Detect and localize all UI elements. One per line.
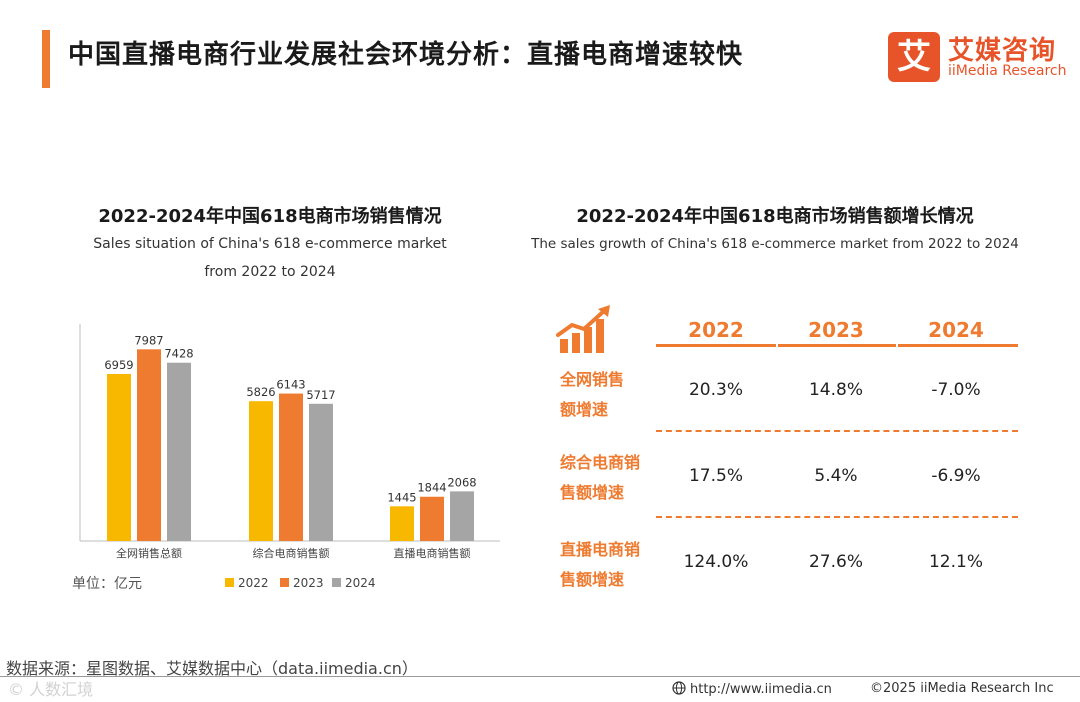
- table-cell: 124.0%: [683, 552, 749, 572]
- iimedia-logo[interactable]: 艾 艾媒咨询 iiMedia Research: [888, 32, 1068, 84]
- row-label-line: 额增速: [560, 400, 609, 419]
- right-table-title: 2022-2024年中国618电商市场销售额增长情况: [576, 206, 974, 227]
- data-label: 6143: [276, 378, 305, 392]
- year-header-2024: 2024: [928, 318, 984, 342]
- row-label-line: 售额增速: [560, 570, 625, 589]
- table-cell: 20.3%: [688, 380, 743, 400]
- legend-label-2024: 2024: [345, 576, 376, 590]
- bar-2023-1: [279, 393, 303, 541]
- page-title: 中国直播电商行业发展社会环境分析：直播电商增速较快: [68, 40, 744, 70]
- table-cell: 14.8%: [808, 380, 863, 400]
- row-label-line: 直播电商销: [560, 540, 641, 559]
- data-label: 5826: [246, 385, 275, 399]
- bar-2022-1: [249, 401, 273, 541]
- data-label: 2068: [447, 475, 476, 489]
- header-underline: [898, 344, 1018, 347]
- row-label-livestream-growth: 直播电商销 售额增速: [560, 535, 660, 595]
- data-label: 1844: [417, 481, 446, 495]
- table-cell: 17.5%: [688, 466, 743, 486]
- watermark: © 人数汇境: [8, 680, 94, 699]
- data-label: 5717: [306, 388, 335, 402]
- bar-2023-2: [420, 496, 444, 541]
- left-chart-subtitle-line2: from 2022 to 2024: [204, 264, 336, 280]
- legend-swatch-2024: [332, 578, 341, 587]
- legend-label-2022: 2022: [238, 576, 269, 590]
- category-label: 综合电商销售额: [253, 546, 330, 560]
- bar-2022-0: [107, 373, 131, 541]
- year-header-2023: 2023: [808, 318, 864, 342]
- logo-english-name: iiMedia Research: [948, 63, 1067, 79]
- left-chart-subtitle-line1: Sales situation of China's 618 e-commerc…: [93, 236, 447, 252]
- row-label-total-growth: 全网销售 额增速: [560, 365, 660, 425]
- bar-2024-2: [450, 491, 474, 541]
- left-chart-subtitle: Sales situation of China's 618 e-commerc…: [60, 230, 480, 286]
- data-source: 数据来源：星图数据、艾媒数据中心（data.iimedia.cn）: [6, 659, 418, 678]
- right-table-subtitle: The sales growth of China's 618 e-commer…: [531, 236, 1019, 252]
- row-label-ecommerce-growth: 综合电商销 售额增速: [560, 448, 660, 508]
- row-divider: [656, 516, 1018, 518]
- bar-2023-0: [137, 349, 161, 541]
- year-header-2022: 2022: [688, 318, 744, 342]
- footer-copyright: ©2025 iiMedia Research Inc: [870, 681, 1054, 696]
- category-label: 直播电商销售额: [394, 546, 471, 560]
- title-accent-bar: [42, 30, 50, 88]
- data-label: 1445: [387, 490, 416, 504]
- table-cell: 27.6%: [808, 552, 863, 572]
- table-cell: 12.1%: [928, 552, 983, 572]
- legend-swatch-2022: [225, 578, 234, 587]
- row-label-line: 售额增速: [560, 483, 625, 502]
- legend-label-2023: 2023: [293, 576, 324, 590]
- bar-2024-0: [167, 362, 191, 541]
- row-label-line: 全网销售: [560, 370, 625, 389]
- footer-url[interactable]: http://www.iimedia.cn: [672, 681, 832, 697]
- row-divider: [656, 430, 1018, 432]
- footer-divider: [0, 676, 1080, 677]
- table-cell: 5.4%: [814, 466, 858, 486]
- logo-mark: 艾: [888, 32, 940, 82]
- bar-2024-1: [309, 403, 333, 541]
- table-cell: -7.0%: [931, 380, 981, 400]
- category-label: 全网销售总额: [116, 546, 182, 560]
- header-underline: [656, 344, 776, 347]
- footer-url-text: http://www.iimedia.cn: [690, 682, 832, 697]
- data-label: 7428: [164, 347, 193, 361]
- data-label: 7987: [134, 333, 163, 347]
- legend-swatch-2023: [280, 578, 289, 587]
- row-label-line: 综合电商销: [560, 453, 641, 472]
- logo-chinese-name: 艾媒咨询: [948, 36, 1057, 66]
- data-label: 6959: [104, 358, 133, 372]
- header-underline: [778, 344, 896, 347]
- globe-icon: [672, 681, 686, 695]
- left-chart-title: 2022-2024年中国618电商市场销售情况: [98, 206, 442, 227]
- table-cell: -6.9%: [931, 466, 981, 486]
- bar-2022-2: [390, 506, 414, 541]
- unit-label: 单位：亿元: [72, 576, 142, 592]
- growth-chart-icon: [556, 305, 610, 353]
